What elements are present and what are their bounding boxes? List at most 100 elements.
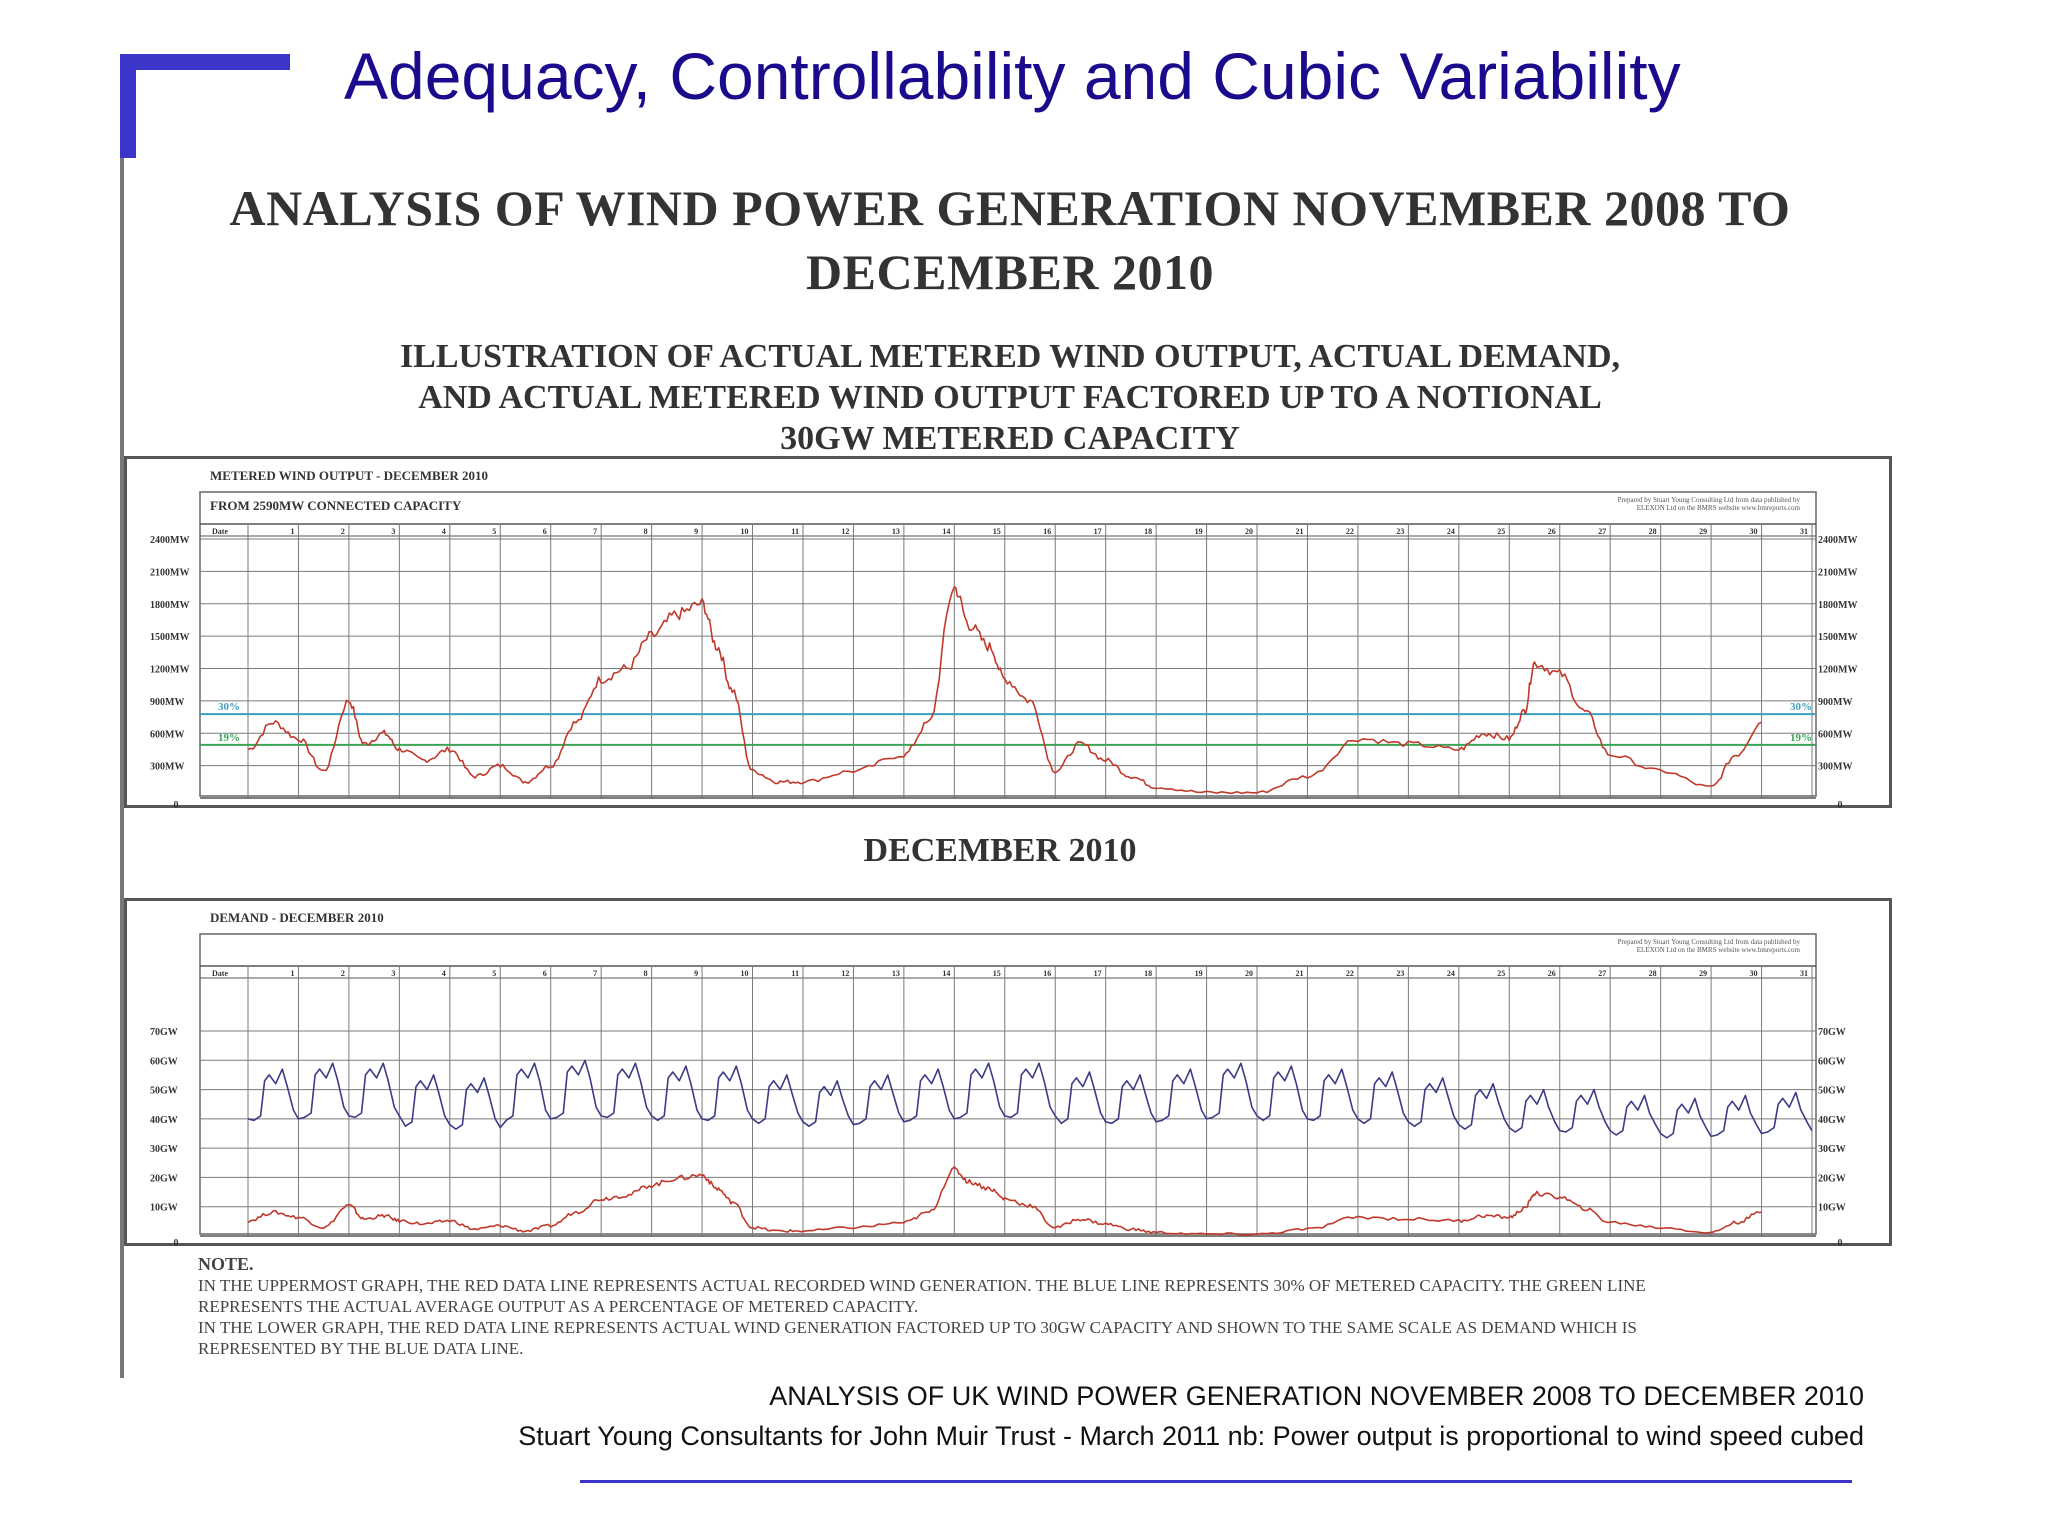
x-tick-label: 25 [1497, 969, 1505, 978]
chart-credit: Prepared by Stuart Young Consulting Ltd … [1618, 938, 1801, 946]
x-tick-label: 14 [942, 969, 950, 978]
y-tick-label: 300MW [150, 762, 184, 773]
y-tick-label-right: 50GW [1818, 1086, 1846, 1097]
reference-label-left: 19% [218, 732, 240, 744]
chart-credit: Prepared by Stuart Young Consulting Ltd … [1618, 496, 1801, 504]
y-tick-label: 1500MW [150, 632, 189, 643]
y-tick-label-right: 0 [1838, 1238, 1843, 1246]
x-tick-label: 20 [1245, 527, 1253, 536]
x-tick-label: 31 [1800, 527, 1808, 536]
x-tick-label: 2 [341, 527, 345, 536]
chart-frame [124, 898, 1892, 1246]
date-header: Date [212, 527, 228, 536]
demand-chart: DEMAND - DECEMBER 2010 Prepared by Stuart… [124, 898, 1892, 1246]
y-tick-label-right: 600MW [1818, 729, 1852, 740]
x-tick-label: 2 [341, 969, 345, 978]
x-tick-label: 28 [1649, 527, 1657, 536]
x-tick-label: 4 [442, 527, 446, 536]
x-tick-label: 9 [694, 527, 698, 536]
x-tick-label: 7 [593, 969, 597, 978]
chart-inner-frame [199, 933, 1817, 1235]
document-subheading-line1: ILLUSTRATION OF ACTUAL METERED WIND OUTP… [399, 338, 1621, 375]
y-tick-label: 600MW [150, 729, 184, 740]
x-tick-label: 5 [492, 527, 496, 536]
note-line: IN THE UPPERMOST GRAPH, THE RED DATA LIN… [198, 1276, 1646, 1295]
x-tick-label: 9 [694, 969, 698, 978]
x-tick-label: 8 [644, 969, 648, 978]
x-tick-label: 19 [1195, 527, 1203, 536]
x-tick-label: 13 [892, 527, 900, 536]
chart-inner-frame [199, 491, 1817, 797]
x-tick-label: 14 [942, 527, 950, 536]
x-tick-label: 29 [1699, 527, 1707, 536]
x-tick-label: 16 [1043, 527, 1051, 536]
note-line: IN THE LOWER GRAPH, THE RED DATA LINE RE… [198, 1318, 1637, 1337]
x-tick-label: 20 [1245, 969, 1253, 978]
x-tick-label: 16 [1043, 969, 1051, 978]
title-accent-bracket [120, 54, 136, 158]
x-tick-label: 10 [741, 527, 749, 536]
y-tick-label-right: 10GW [1818, 1203, 1846, 1214]
x-tick-label: 5 [492, 969, 496, 978]
document-subheading-line2: AND ACTUAL METERED WIND OUTPUT FACTORED … [418, 379, 1602, 416]
x-tick-label: 18 [1144, 969, 1152, 978]
document-subheading-line3: 30GW METERED CAPACITY [780, 420, 1240, 457]
month-label: DECEMBER 2010 [863, 832, 1137, 869]
x-tick-label: 8 [644, 527, 648, 536]
y-tick-label-right: 900MW [1818, 697, 1852, 708]
footer-credit: Stuart Young Consultants for John Muir T… [518, 1421, 1864, 1451]
x-tick-label: 31 [1800, 969, 1808, 978]
x-tick-label: 30 [1750, 527, 1758, 536]
x-tick-label: 26 [1548, 527, 1556, 536]
x-tick-label: 30 [1750, 969, 1758, 978]
wind-series-line [247, 1166, 1762, 1236]
x-tick-label: 3 [391, 527, 395, 536]
x-tick-label: 10 [741, 969, 749, 978]
x-tick-label: 28 [1649, 969, 1657, 978]
y-tick-label: 10GW [150, 1203, 178, 1214]
y-tick-label: 1200MW [150, 665, 189, 676]
x-tick-label: 12 [841, 969, 849, 978]
reference-label-right: 19% [1790, 732, 1812, 744]
x-tick-label: 17 [1094, 527, 1102, 536]
chart-credit: ELEXON Ltd on the BMRS website www.bmrep… [1637, 946, 1801, 954]
y-tick-label: 2400MW [150, 535, 189, 546]
x-tick-label: 27 [1598, 527, 1606, 536]
x-tick-label: 17 [1094, 969, 1102, 978]
left-divider [120, 158, 124, 1378]
y-tick-label-right: 0 [1838, 800, 1843, 808]
x-tick-label: 15 [993, 527, 1001, 536]
x-tick-label: 4 [442, 969, 446, 978]
y-tick-label: 40GW [150, 1115, 178, 1126]
x-tick-label: 24 [1447, 527, 1455, 536]
x-tick-label: 22 [1346, 527, 1354, 536]
x-tick-label: 7 [593, 527, 597, 536]
note-line: REPRESENTS THE ACTUAL AVERAGE OUTPUT AS … [198, 1297, 919, 1316]
chart-credit: ELEXON Ltd on the BMRS website www.bmrep… [1637, 504, 1801, 512]
x-tick-label: 13 [892, 969, 900, 978]
x-tick-label: 6 [543, 527, 547, 536]
chart-title: METERED WIND OUTPUT - DECEMBER 2010 [210, 468, 488, 483]
demand-series-line [247, 1059, 1813, 1139]
x-tick-label: 3 [391, 969, 395, 978]
x-tick-label: 29 [1699, 969, 1707, 978]
y-tick-label-right: 20GW [1818, 1173, 1846, 1184]
y-tick-label: 20GW [150, 1173, 178, 1184]
note-title: NOTE. [198, 1254, 254, 1274]
x-tick-label: 18 [1144, 527, 1152, 536]
x-tick-label: 1 [290, 527, 294, 536]
footer-rule [580, 1480, 1852, 1483]
document-heading-line2: DECEMBER 2010 [806, 244, 1214, 300]
chart-frame [124, 456, 1892, 808]
y-tick-label: 30GW [150, 1144, 178, 1155]
slide-title: Adequacy, Controllability and Cubic Vari… [344, 39, 1681, 113]
chart-note: NOTE. IN THE UPPERMOST GRAPH, THE RED DA… [198, 1254, 1838, 1359]
footer-source: ANALYSIS OF UK WIND POWER GENERATION NOV… [769, 1381, 1864, 1411]
x-tick-label: 1 [290, 969, 294, 978]
y-tick-label: 0 [174, 800, 179, 808]
x-tick-label: 27 [1598, 969, 1606, 978]
x-tick-label: 11 [791, 527, 799, 536]
y-tick-label: 0 [174, 1238, 179, 1246]
reference-label-right: 30% [1790, 701, 1812, 713]
x-tick-label: 23 [1396, 527, 1404, 536]
